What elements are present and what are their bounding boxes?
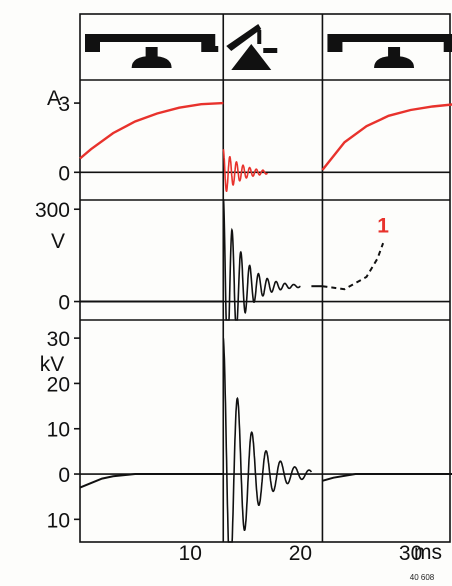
contact-base-shape [131, 56, 172, 68]
contact-arm-shape [85, 34, 219, 52]
series-ringing [222, 199, 301, 321]
contact-base-shape [231, 44, 272, 70]
y-tick-label: 20 [47, 373, 70, 396]
contact-arm-shape [327, 34, 452, 52]
series-line [79, 101, 224, 160]
contact-closed-icon [85, 34, 219, 68]
current-unit-label: A [47, 87, 61, 110]
y-tick-label: 3 [58, 93, 70, 116]
y-tick-label: 10 [47, 419, 70, 442]
contact-post-shape [257, 30, 262, 44]
x-tick-label: 20 [289, 542, 312, 565]
y-tick-label: 0 [58, 292, 70, 315]
series-ringing [222, 148, 269, 192]
annotation-label: 1 [377, 215, 389, 238]
x-tick-label: 30 [399, 542, 422, 565]
secondary-voltage-unit-label: kV [40, 353, 65, 376]
contact-closed-icon [327, 34, 452, 68]
contact-open-icon [226, 24, 278, 70]
contact-arm-shape [226, 24, 262, 51]
plot-frame [79, 13, 451, 543]
x-tick-label: 10 [179, 542, 202, 565]
grid-layer [79, 13, 451, 543]
contact-phase-icons [85, 24, 452, 70]
contact-tab-shape [263, 48, 278, 53]
x-unit-label: ms [414, 541, 442, 564]
primary-voltage-unit-label: V [51, 230, 65, 253]
y-tick-label: 30 [47, 328, 70, 351]
y-tick-label: 0 [58, 464, 70, 487]
series-line [79, 473, 224, 489]
contact-post-shape [388, 47, 401, 57]
y-tick-label: 300 [35, 199, 70, 222]
y-tick-label: 10 [47, 509, 70, 532]
series-line [322, 473, 452, 482]
series-line [321, 103, 452, 171]
series-layer [79, 101, 452, 543]
series-ringing [222, 338, 313, 543]
contact-base-shape [374, 56, 415, 68]
contact-post-shape [145, 47, 158, 57]
series-dashed-line [322, 242, 385, 291]
labels-layer: A V kV ms 40 608 [40, 87, 442, 582]
y-tick-label: 0 [58, 162, 70, 185]
figure-number: 40 608 [410, 573, 435, 582]
